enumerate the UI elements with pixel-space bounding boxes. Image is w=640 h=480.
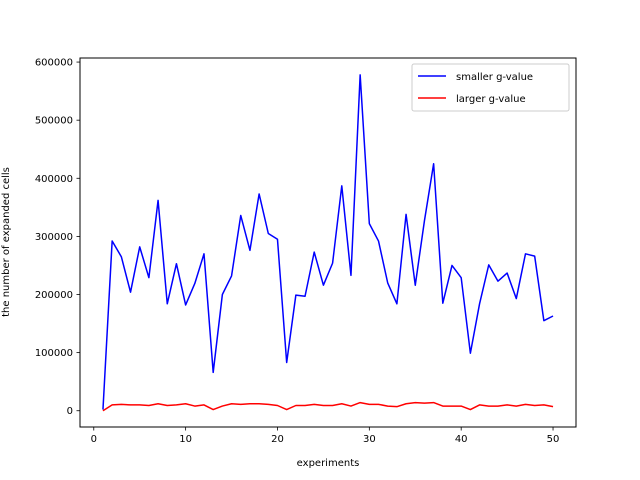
series-layer bbox=[102, 74, 554, 412]
y-tick-label: 600000 bbox=[35, 58, 73, 69]
y-tick-label: 100000 bbox=[35, 348, 73, 359]
legend-label-1: smaller g-value bbox=[456, 72, 533, 83]
series-line-1 bbox=[102, 74, 554, 410]
y-tick-label: 300000 bbox=[35, 232, 73, 243]
y-axis-label: the number of expanded cells bbox=[1, 167, 12, 317]
legend-box bbox=[411, 63, 570, 112]
x-axis-label: experiments bbox=[297, 458, 360, 469]
legend: smaller g-value larger g-value bbox=[411, 63, 570, 112]
plot-frame bbox=[79, 57, 577, 428]
x-axis: 0 10 20 30 40 50 bbox=[91, 427, 560, 445]
series-line-2 bbox=[102, 401, 554, 412]
x-tick-label: 10 bbox=[179, 434, 192, 445]
x-tick-label: 40 bbox=[455, 434, 468, 445]
y-tick-label: 200000 bbox=[35, 290, 73, 301]
x-tick-label: 0 bbox=[91, 434, 97, 445]
y-tick-label: 500000 bbox=[35, 116, 73, 127]
y-tick-label: 0 bbox=[67, 406, 73, 417]
plot-area bbox=[80, 58, 576, 427]
legend-label-2: larger g-value bbox=[456, 94, 526, 105]
x-tick-label: 30 bbox=[363, 434, 376, 445]
y-tick-label: 400000 bbox=[35, 174, 73, 185]
y-axis: 0 100000 200000 300000 400000 500000 600000 bbox=[35, 58, 80, 417]
x-tick-label: 50 bbox=[547, 434, 560, 445]
x-tick-label: 20 bbox=[271, 434, 284, 445]
